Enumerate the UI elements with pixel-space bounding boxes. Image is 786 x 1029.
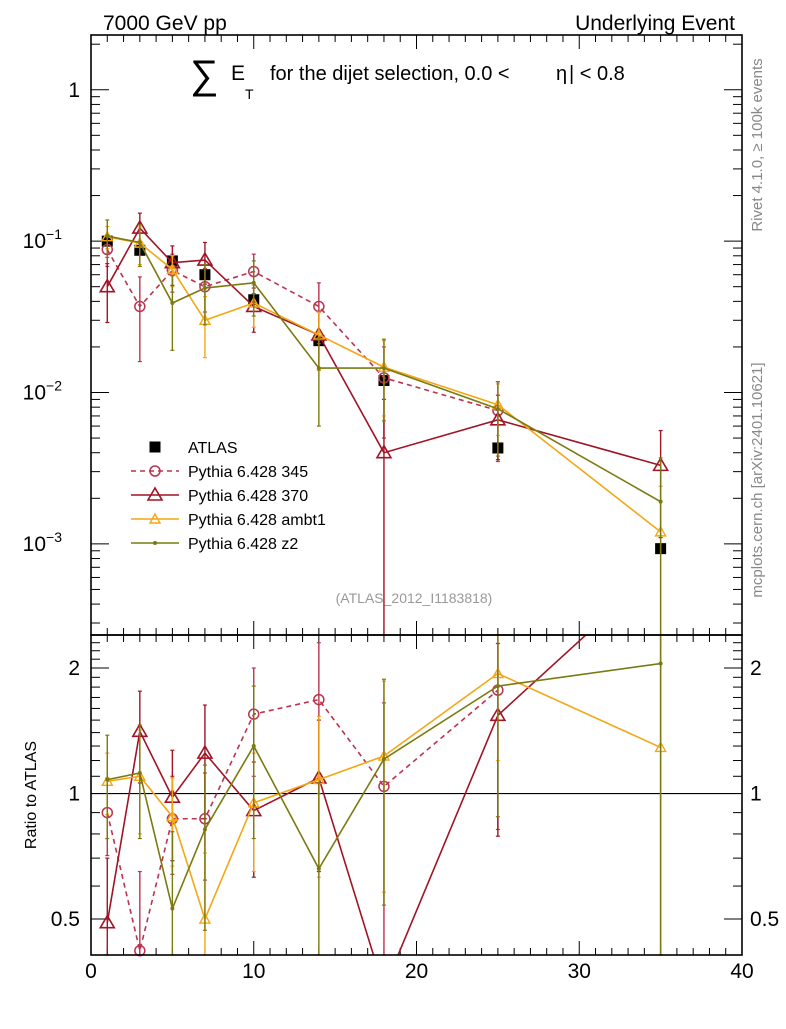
y-tick-label: 10−2 bbox=[23, 377, 63, 404]
data-marker bbox=[137, 771, 142, 776]
ratio-axes: 0 10 20 30 40 0.5 0.5 1 1 2 2 bbox=[51, 634, 779, 983]
y-tick-label: 0.5 bbox=[51, 908, 80, 931]
series-z2 bbox=[105, 219, 663, 636]
process-label: Underlying Event bbox=[575, 12, 735, 35]
analysis-watermark: (ATLAS_2012_I1183818) bbox=[336, 590, 493, 606]
data-marker bbox=[196, 744, 214, 759]
legend-item-z2: Pythia 6.428 z2 bbox=[131, 536, 298, 553]
y-tick-label-right: 0.5 bbox=[750, 908, 779, 931]
data-marker bbox=[166, 263, 179, 275]
y-tick-label-right: 2 bbox=[750, 657, 762, 680]
x-tick-label: 40 bbox=[730, 960, 753, 983]
data-marker bbox=[495, 406, 500, 411]
data-marker bbox=[251, 280, 256, 285]
data-marker bbox=[202, 827, 207, 832]
data-marker bbox=[313, 693, 325, 706]
series-z2 bbox=[105, 634, 663, 956]
title-eta: η bbox=[556, 63, 567, 85]
data-marker bbox=[98, 914, 116, 929]
data-marker bbox=[134, 300, 146, 313]
legend-item-atlas: ATLAS bbox=[149, 440, 238, 457]
data-marker bbox=[166, 810, 179, 822]
main-plot-area bbox=[98, 212, 670, 636]
data-marker bbox=[658, 499, 663, 504]
legend-label: Pythia 6.428 345 bbox=[188, 464, 308, 481]
x-tick-label: 0 bbox=[85, 960, 97, 983]
y-tick-label: 2 bbox=[68, 657, 80, 680]
ratio-y-axis-label: Ratio to ATLAS bbox=[23, 741, 40, 849]
x-tick-label: 30 bbox=[568, 960, 591, 983]
y-tick-label: 1 bbox=[68, 783, 80, 806]
y-tick-label: 10−1 bbox=[23, 226, 63, 253]
legend-item-p345: Pythia 6.428 345 bbox=[131, 464, 308, 481]
data-marker bbox=[202, 286, 207, 291]
title-subscript: T bbox=[245, 86, 254, 102]
legend-label: Pythia 6.428 ambt1 bbox=[188, 512, 326, 529]
legend-item-ambt1: Pythia 6.428 ambt1 bbox=[131, 512, 326, 529]
title-text: for the dijet selection, 0.0 < bbox=[270, 63, 510, 85]
data-marker bbox=[149, 465, 161, 477]
data-marker bbox=[316, 366, 321, 371]
mcplots-label: mcplots.cern.ch [arXiv:2401.10621] bbox=[749, 362, 766, 597]
data-marker bbox=[170, 301, 175, 306]
data-marker bbox=[381, 757, 386, 762]
data-marker bbox=[658, 661, 663, 666]
rivet-version-label: Rivet 4.1.0, ≥ 100k events bbox=[749, 58, 766, 231]
data-marker bbox=[381, 366, 386, 371]
data-marker bbox=[170, 906, 175, 911]
legend: ATLAS Pythia 6.428 345 Pythia 6.428 370 Pyt… bbox=[131, 440, 326, 553]
data-marker bbox=[137, 240, 142, 245]
x-tick-label: 10 bbox=[242, 960, 265, 983]
y-tick-label-right: 1 bbox=[750, 783, 762, 806]
data-marker bbox=[105, 777, 110, 782]
series-line bbox=[106, 249, 499, 412]
data-marker bbox=[375, 444, 393, 459]
data-marker bbox=[149, 441, 161, 453]
data-marker bbox=[251, 744, 256, 749]
legend-label: ATLAS bbox=[188, 440, 238, 457]
legend-label: Pythia 6.428 z2 bbox=[188, 536, 298, 553]
title-variable: E bbox=[231, 62, 245, 85]
x-tick-label: 20 bbox=[405, 960, 428, 983]
sum-symbol: ∑ bbox=[190, 53, 219, 97]
data-marker bbox=[148, 512, 162, 524]
data-marker bbox=[105, 234, 110, 239]
data-marker bbox=[153, 541, 157, 545]
main-axes: 1 10−1 10−2 10−3 bbox=[23, 35, 743, 649]
data-marker bbox=[495, 684, 500, 689]
plot-title: ∑ E T for the dijet selection, 0.0 < η |… bbox=[190, 53, 625, 102]
energy-label: 7000 GeV pp bbox=[103, 12, 227, 35]
data-marker bbox=[316, 866, 321, 871]
data-marker bbox=[146, 486, 164, 501]
y-tick-label: 1 bbox=[68, 79, 80, 102]
legend-item-p370: Pythia 6.428 370 bbox=[131, 486, 308, 505]
series-line bbox=[106, 689, 499, 951]
title-suffix: | < 0.8 bbox=[569, 63, 625, 85]
ratio-plot-frame bbox=[90, 634, 743, 956]
legend-label: Pythia 6.428 370 bbox=[188, 488, 308, 505]
ratio-plot-area bbox=[98, 634, 667, 957]
data-marker bbox=[98, 278, 116, 293]
y-tick-label: 10−3 bbox=[23, 529, 63, 556]
